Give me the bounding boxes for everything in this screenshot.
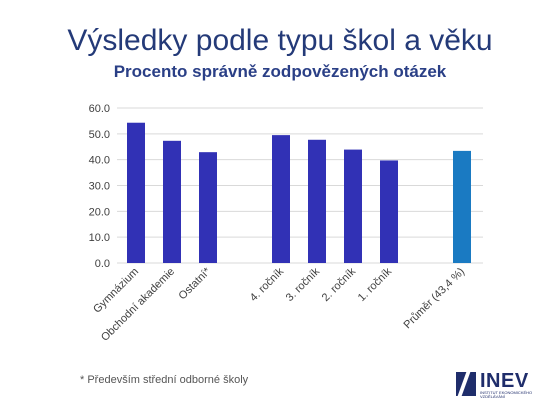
inev-logo-wordmark: INEV xyxy=(480,370,529,392)
x-category-label: Průměr (43,4 %) xyxy=(402,266,468,332)
bar xyxy=(308,139,326,263)
bar xyxy=(272,135,290,263)
y-tick-label: 10.0 xyxy=(89,232,110,244)
bar xyxy=(199,152,217,263)
inev-logo: INEV INSTITUT EKONOMICKÉHO VZDĚLÁVÁNÍ xyxy=(456,368,548,402)
x-category-label: Obchodní akademie xyxy=(99,266,177,344)
bar xyxy=(453,150,471,263)
bar xyxy=(163,140,181,263)
y-tick-label: 0.0 xyxy=(95,258,110,270)
x-category-label: 2. ročník xyxy=(320,265,359,304)
chart-subtitle: Procento správně zodpovězených otázek xyxy=(113,62,447,81)
x-category-label: 4. ročník xyxy=(248,265,287,304)
bar xyxy=(344,149,362,263)
y-tick-label: 40.0 xyxy=(89,155,110,167)
y-tick-label: 50.0 xyxy=(89,129,110,141)
bar xyxy=(380,160,398,263)
x-category-label: Ostatní* xyxy=(177,265,214,302)
y-tick-label: 30.0 xyxy=(89,181,110,193)
chart-title: Výsledky podle typu škol a věku xyxy=(67,24,493,57)
y-tick-label: 60.0 xyxy=(89,103,110,115)
y-tick-label: 20.0 xyxy=(89,206,110,218)
inev-logo-mark-icon xyxy=(456,372,476,396)
footnote: * Především střední odborné školy xyxy=(80,374,249,386)
x-category-label: 1. ročník xyxy=(356,265,395,304)
x-category-label: 3. ročník xyxy=(284,265,323,304)
bar xyxy=(127,122,145,263)
inev-logo-tagline: INSTITUT EKONOMICKÉHO VZDĚLÁVÁNÍ xyxy=(480,390,533,399)
